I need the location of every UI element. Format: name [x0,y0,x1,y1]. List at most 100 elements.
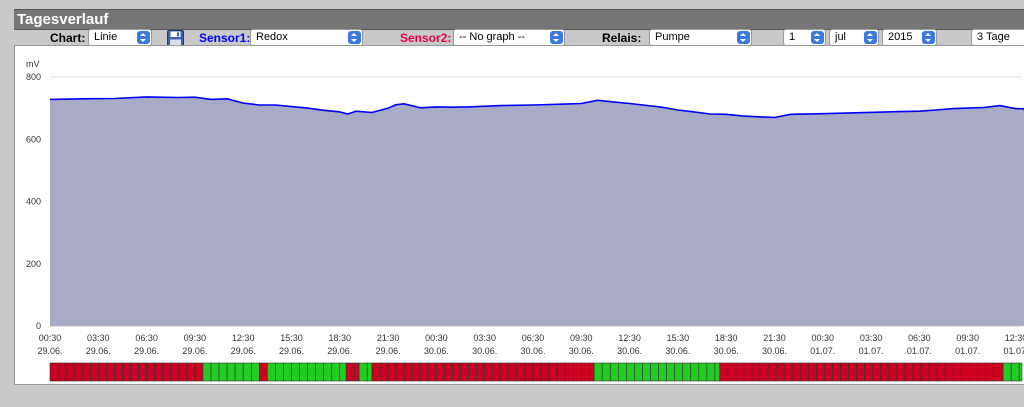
relay-off-block [178,362,188,382]
x-axis-ticks: 00:30 29.06. 03:30 29.06. 06:30 29.06. 09:30 29… [37,333,1024,356]
relay-on-block [218,362,228,382]
chevron-updown-icon [922,31,935,44]
y-tick-label: 400 [26,197,41,207]
relay-off-block [186,362,196,382]
relay-on-block [674,362,684,382]
relay-on-block [358,362,368,382]
redox-series-line [49,96,1024,119]
x-tick-time-label: 18:30 [715,333,738,343]
x-tick-date-label: 29.06. [37,346,62,356]
relay-on-block [291,362,300,382]
relay-on-block [331,362,341,382]
chevron-updown-icon [811,31,824,44]
relay-off-block [427,362,437,382]
relay-off-block [888,362,898,382]
relay-off-block [452,362,461,382]
sensor2-select[interactable]: -- No graph -- [453,29,565,46]
relay-off-block [411,362,421,382]
relay-off-block [98,362,107,382]
relay-on-block [666,362,675,382]
x-tick-time-label: 15:30 [667,333,690,343]
relay-off-block [880,362,890,382]
x-tick-date-label: 30.06. [520,346,545,356]
x-tick-date-label: 30.06. [424,346,449,356]
sensor2-value: -- No graph -- [459,31,526,43]
chevron-updown-icon [737,31,750,44]
relay-off-block [353,362,360,382]
y-axis-unit-label: mV [26,59,40,69]
relay-off-block [936,362,946,382]
relay-on-block [626,362,635,382]
relay-on-block [698,362,708,382]
relay-on-block [714,362,721,382]
relay-on-block [682,362,692,382]
relay-off-block [759,362,769,382]
relay-off-block [436,362,445,382]
relais-label: Relais: [602,31,642,45]
year-select[interactable]: 2015 [882,29,937,46]
relay-off-block [727,362,737,382]
relay-off-block [444,362,453,382]
sensor2-label: Sensor2: [400,31,452,45]
range-select[interactable]: 3 Tage [971,29,1024,46]
relay-off-block [500,362,510,382]
x-tick-date-label: 30.06. [762,346,787,356]
relay-off-block [81,362,91,382]
relay-off-block [532,362,542,382]
relay-off-block [912,362,922,382]
x-tick-date-label: 30.06. [472,346,497,356]
x-tick-time-label: 03:30 [87,333,110,343]
x-tick-time-label: 06:30 [908,333,931,343]
y-tick-label: 0 [36,321,41,331]
relay-off-block [387,362,397,382]
x-tick-time-label: 09:30 [184,333,207,343]
x-tick-time-label: 00:30 [39,333,62,343]
relay-off-block [840,362,849,382]
x-tick-time-label: 06:30 [135,333,158,343]
relay-off-block [460,362,469,382]
relay-off-block [73,362,83,382]
relay-off-block [864,362,874,382]
relay-on-block [1010,362,1020,382]
relay-on-block [609,362,619,382]
relay-off-block [799,362,809,382]
chevron-updown-icon [550,31,563,44]
relay-on-block [642,362,651,382]
relay-off-block [564,362,574,382]
relay-on-block [690,362,700,382]
relay-off-block [90,362,99,382]
x-tick-date-label: 01.07. [1003,346,1024,356]
relay-off-block [65,362,75,382]
x-tick-date-label: 30.06. [714,346,739,356]
relay-on-block [210,362,220,382]
relay-off-block [468,362,477,382]
sensor1-select[interactable]: Redox [250,29,363,46]
relay-status-bar [49,362,1023,382]
x-tick-time-label: 06:30 [522,333,545,343]
relay-on-block [315,362,325,382]
relay-on-block [283,362,292,382]
relay-off-block [791,362,801,382]
y-tick-label: 800 [26,72,41,82]
day-value: 1 [789,31,796,43]
relay-off-block [904,362,914,382]
relay-on-block [299,362,308,382]
chart-type-select[interactable]: Linie [88,29,152,46]
range-value: 3 Tage [977,31,1010,43]
x-tick-date-label: 30.06. [665,346,690,356]
relay-off-block [928,362,938,382]
window-title: Tagesverlauf [17,11,109,28]
relay-on-block [267,362,276,382]
relay-off-block [122,362,131,382]
relay-on-block [202,362,212,382]
relay-off-block [783,362,793,382]
relais-select[interactable]: Pumpe [649,29,752,46]
chevron-updown-icon [348,31,361,44]
relay-off-block [977,362,986,382]
relay-on-block [1002,362,1012,382]
x-tick-time-label: 00:30 [425,333,448,343]
relay-on-block [339,362,347,382]
relay-off-block [258,362,268,382]
x-tick-time-label: 21:30 [763,333,786,343]
relay-off-block [492,362,502,382]
